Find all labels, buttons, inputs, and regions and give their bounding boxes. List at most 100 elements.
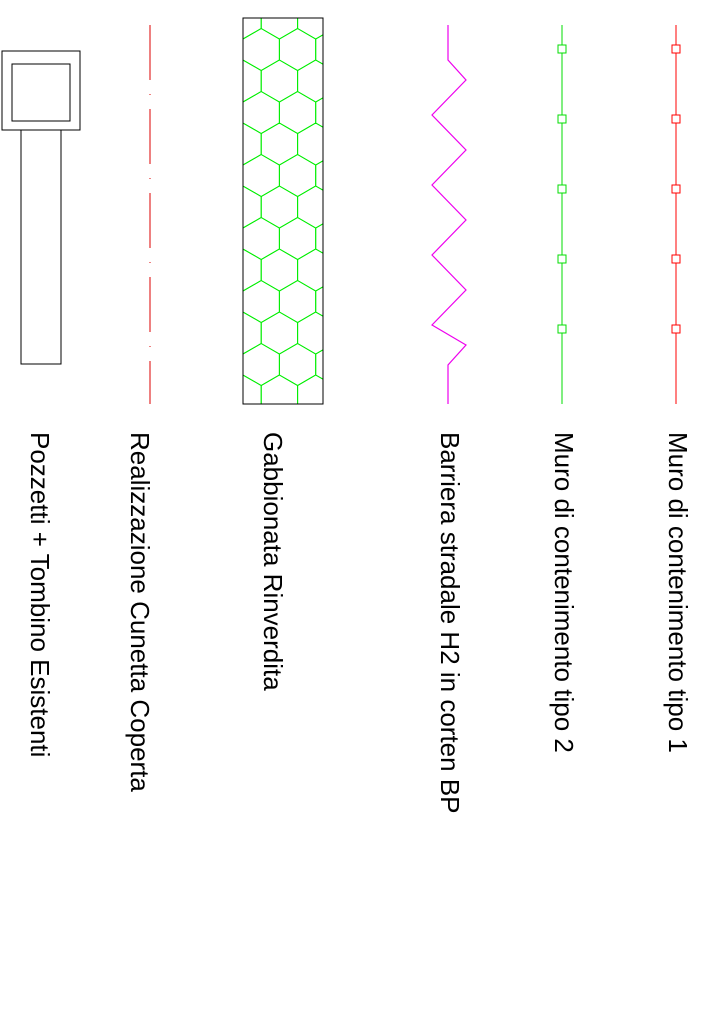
muro-tipo-1-marker	[671, 184, 681, 194]
gabbionata-hexagon	[389, 281, 425, 323]
gabbionata-hexagon	[243, 38, 244, 61]
gabbionata-hexagon	[352, 344, 388, 386]
gabbionata-hexagon	[389, 218, 425, 260]
gabbionata-hexagon	[352, 659, 388, 701]
gabbionata-hexagon	[352, 407, 388, 449]
gabbionata-hexagon	[243, 0, 279, 8]
gabbionata-hexagon	[334, 60, 370, 102]
gabbionata-hexagon	[243, 216, 280, 261]
gabbionata-hexagon	[260, 59, 299, 103]
gabbionata-hexagon	[278, 216, 317, 261]
gabbionata-hexagon	[298, 627, 334, 669]
gabbionata-hexagon	[188, 60, 224, 102]
gabbionata-hexagon	[243, 227, 244, 250]
gabbionata-hexagon	[243, 164, 244, 187]
gabbionata-hexagon	[297, 248, 323, 292]
gabbionata-hexagon	[225, 438, 261, 480]
gabbionata-hexagon	[297, 59, 323, 103]
gabbionata-hexagon	[243, 342, 280, 387]
gabbionata-hexagon	[188, 438, 224, 480]
gabbionata-hexagon	[225, 564, 261, 606]
gabbionata-hexagon	[225, 501, 261, 543]
gabbionata-hexagon	[278, 342, 317, 387]
gabbionata-hexagon	[243, 153, 280, 198]
gabbionata-hexagon	[389, 29, 425, 71]
gabbionata-hexagon	[188, 249, 224, 291]
gabbionata-hexagon	[315, 349, 323, 380]
gabbionata-hexagon	[389, 344, 425, 386]
muro-tipo-1-marker	[671, 114, 681, 124]
label-muro-tipo-1: Muro di contenimento tipo 1	[663, 432, 693, 753]
gabbionata-hexagon	[298, 501, 334, 543]
label-cunetta: Realizzazione Cunetta Coperta	[125, 432, 155, 792]
gabbionata-hexagon	[260, 122, 299, 166]
label-gabbionata: Gabbionata Rinverdita	[258, 432, 288, 691]
gabbionata-hexagon	[315, 223, 323, 254]
gabbionata-hexagon	[297, 18, 323, 40]
gabbionata-hexagon	[389, 596, 425, 638]
gabbionata-hexagon	[243, 290, 244, 313]
gabbionata-hexagon	[352, 596, 388, 638]
gabbionata-hexagon	[389, 0, 425, 8]
gabbionata-hexagon	[243, 27, 280, 72]
muro-tipo-2-symbol	[557, 25, 567, 404]
pozzetto-tombino-symbol	[1, 50, 81, 365]
gabbionata-hexagon	[207, 407, 243, 449]
gabbionata-hexagon	[243, 353, 244, 376]
gabbionata-hexagon	[315, 34, 323, 65]
gabbionata-hexagon	[389, 470, 425, 512]
gabbionata-hexagon	[316, 470, 352, 512]
gabbionata-hexagon	[352, 470, 388, 512]
gabbionata-hexagon	[297, 122, 323, 166]
gabbionata-hexagon	[315, 160, 323, 191]
muro-tipo-2-marker	[557, 254, 567, 264]
gabbionata-hexagon	[298, 438, 334, 480]
label-barriera-stradale: Barriera stradale H2 in corten BP	[435, 432, 465, 814]
gabbionata-hexagon	[315, 286, 323, 317]
gabbionata-hexagon	[260, 248, 299, 292]
muro-tipo-2-marker	[557, 114, 567, 124]
gabbionata-hexagon	[352, 29, 388, 71]
muro-tipo-2-marker	[557, 324, 567, 334]
muro-tipo-1-marker	[671, 44, 681, 54]
gabbionata-hexagon	[370, 249, 406, 291]
gabbionata-hexagon	[334, 627, 370, 669]
muro-tipo-2-marker	[557, 184, 567, 194]
gabbionata-hexagon	[260, 185, 299, 229]
gabbionata-hexagon	[370, 564, 406, 606]
label-pozzetti: Pozzetti + Tombino Esistenti	[25, 432, 55, 757]
gabbionata-hexagon	[316, 407, 352, 449]
gabbionata-hexagon	[188, 0, 224, 39]
gabbionata-hexagon	[316, 0, 352, 8]
gabbionata-hexagon	[370, 501, 406, 543]
gabbionata-hexagon	[352, 92, 388, 134]
gabbionata-hexagon	[207, 0, 243, 8]
gabbionata-hexagon	[370, 0, 406, 39]
gabbionata-hexagon	[188, 501, 224, 543]
gabbionata-hexagon	[297, 311, 323, 355]
gabbionata-hexagon	[334, 249, 370, 291]
gabbionata-hexagon	[316, 596, 352, 638]
gabbionata-hexagon	[243, 279, 280, 324]
gabbionata-hexagon	[297, 374, 323, 404]
gabbionata-hexagon	[298, 564, 334, 606]
gabbionata-hexagon	[260, 311, 299, 355]
gabbionata-hexagon	[352, 533, 388, 575]
label-muro-tipo-2: Muro di contenimento tipo 2	[549, 432, 579, 753]
gabbionata-hexagon	[370, 627, 406, 669]
barriera-stradale-symbol	[431, 25, 467, 404]
tombino-pipe	[20, 129, 62, 365]
gabbionata-hexagon	[188, 375, 224, 417]
gabbionata-hexagon	[370, 186, 406, 228]
gabbionata-hexagon	[243, 90, 280, 135]
gabbionata-hexagon	[278, 153, 317, 198]
gabbionata-hexagon	[370, 375, 406, 417]
gabbionata-hexagon	[334, 186, 370, 228]
gabbionata-hexagon	[389, 155, 425, 197]
gabbionata-hexagon	[389, 92, 425, 134]
gabbionata-hexagon	[316, 659, 352, 701]
pozzetto-outer	[1, 50, 81, 131]
muro-tipo-1-marker	[671, 324, 681, 334]
gabbionata-hexagon	[207, 470, 243, 512]
